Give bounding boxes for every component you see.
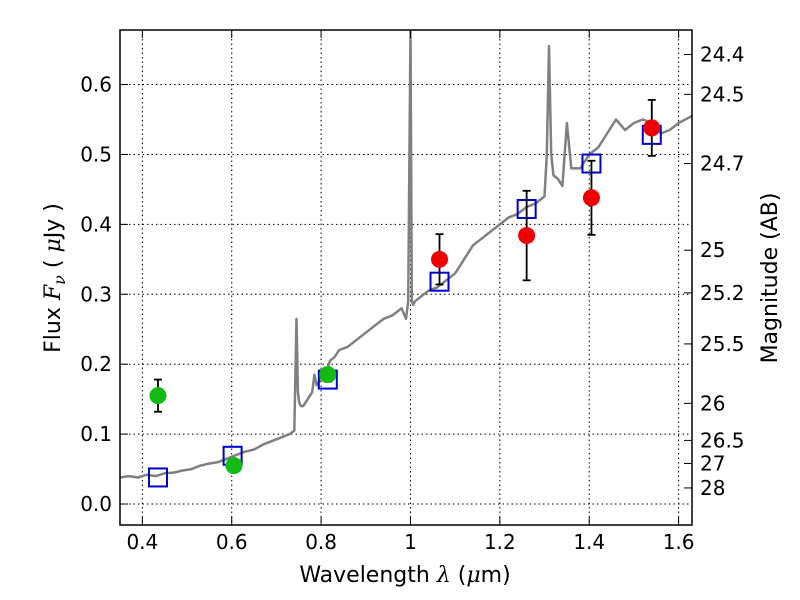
y2-tick-label: 25.2 (700, 281, 745, 305)
y-axis-title: Flux Fν ( μJy ) (41, 203, 69, 353)
x-tick-label: 1.6 (663, 530, 695, 554)
y-tick-label: 0.6 (80, 73, 112, 97)
photometry-point (431, 250, 449, 268)
y2-tick-label: 24.5 (700, 82, 745, 106)
y-tick-label: 0.3 (80, 282, 112, 306)
y2-tick-label: 24.4 (700, 42, 745, 66)
x-axis-title: Wavelength λ (μm) (299, 563, 510, 588)
y2-tick-label: 25.5 (700, 332, 745, 356)
photometry-point (643, 119, 661, 137)
y-tick-label: 0.0 (80, 492, 112, 516)
y2-tick-label: 26 (700, 391, 725, 415)
axis-ticks: 0.4 0.6 0.8 1 1.2 1.4 1.6 0.0 0.1 0.2 0.3 0.4 0.5 0.6… (80, 30, 745, 554)
y-tick-label: 0.5 (80, 142, 112, 166)
x-tick-label: 0.8 (305, 530, 337, 554)
y2-axis-title: Magnitude (AB) (758, 193, 783, 364)
y-tick-label: 0.2 (80, 352, 112, 376)
y-tick-label: 0.4 (80, 212, 112, 236)
axes-frame (119, 29, 693, 526)
spectrum-line (120, 30, 692, 479)
photometry-point (518, 227, 536, 245)
y2-tick-label: 28 (700, 476, 725, 500)
y2-tick-label: 26.5 (700, 428, 745, 452)
photometry-point (225, 457, 243, 475)
grid-lines (120, 30, 692, 525)
photometry-point (319, 366, 337, 384)
plot-area (120, 30, 692, 488)
y2-tick-label: 24.7 (700, 152, 745, 176)
y2-tick-label: 25 (700, 238, 725, 262)
x-tick-label: 1.2 (484, 530, 516, 554)
photometry-point (149, 387, 167, 405)
model-square-point (147, 467, 168, 488)
x-tick-label: 1.4 (573, 530, 605, 554)
photometry-point (582, 189, 600, 207)
x-tick-label: 0.4 (126, 530, 158, 554)
y2-tick-label: 27 (700, 451, 725, 475)
x-tick-label: 1 (404, 530, 417, 554)
y-tick-label: 0.1 (80, 422, 112, 446)
x-tick-label: 0.6 (216, 530, 248, 554)
